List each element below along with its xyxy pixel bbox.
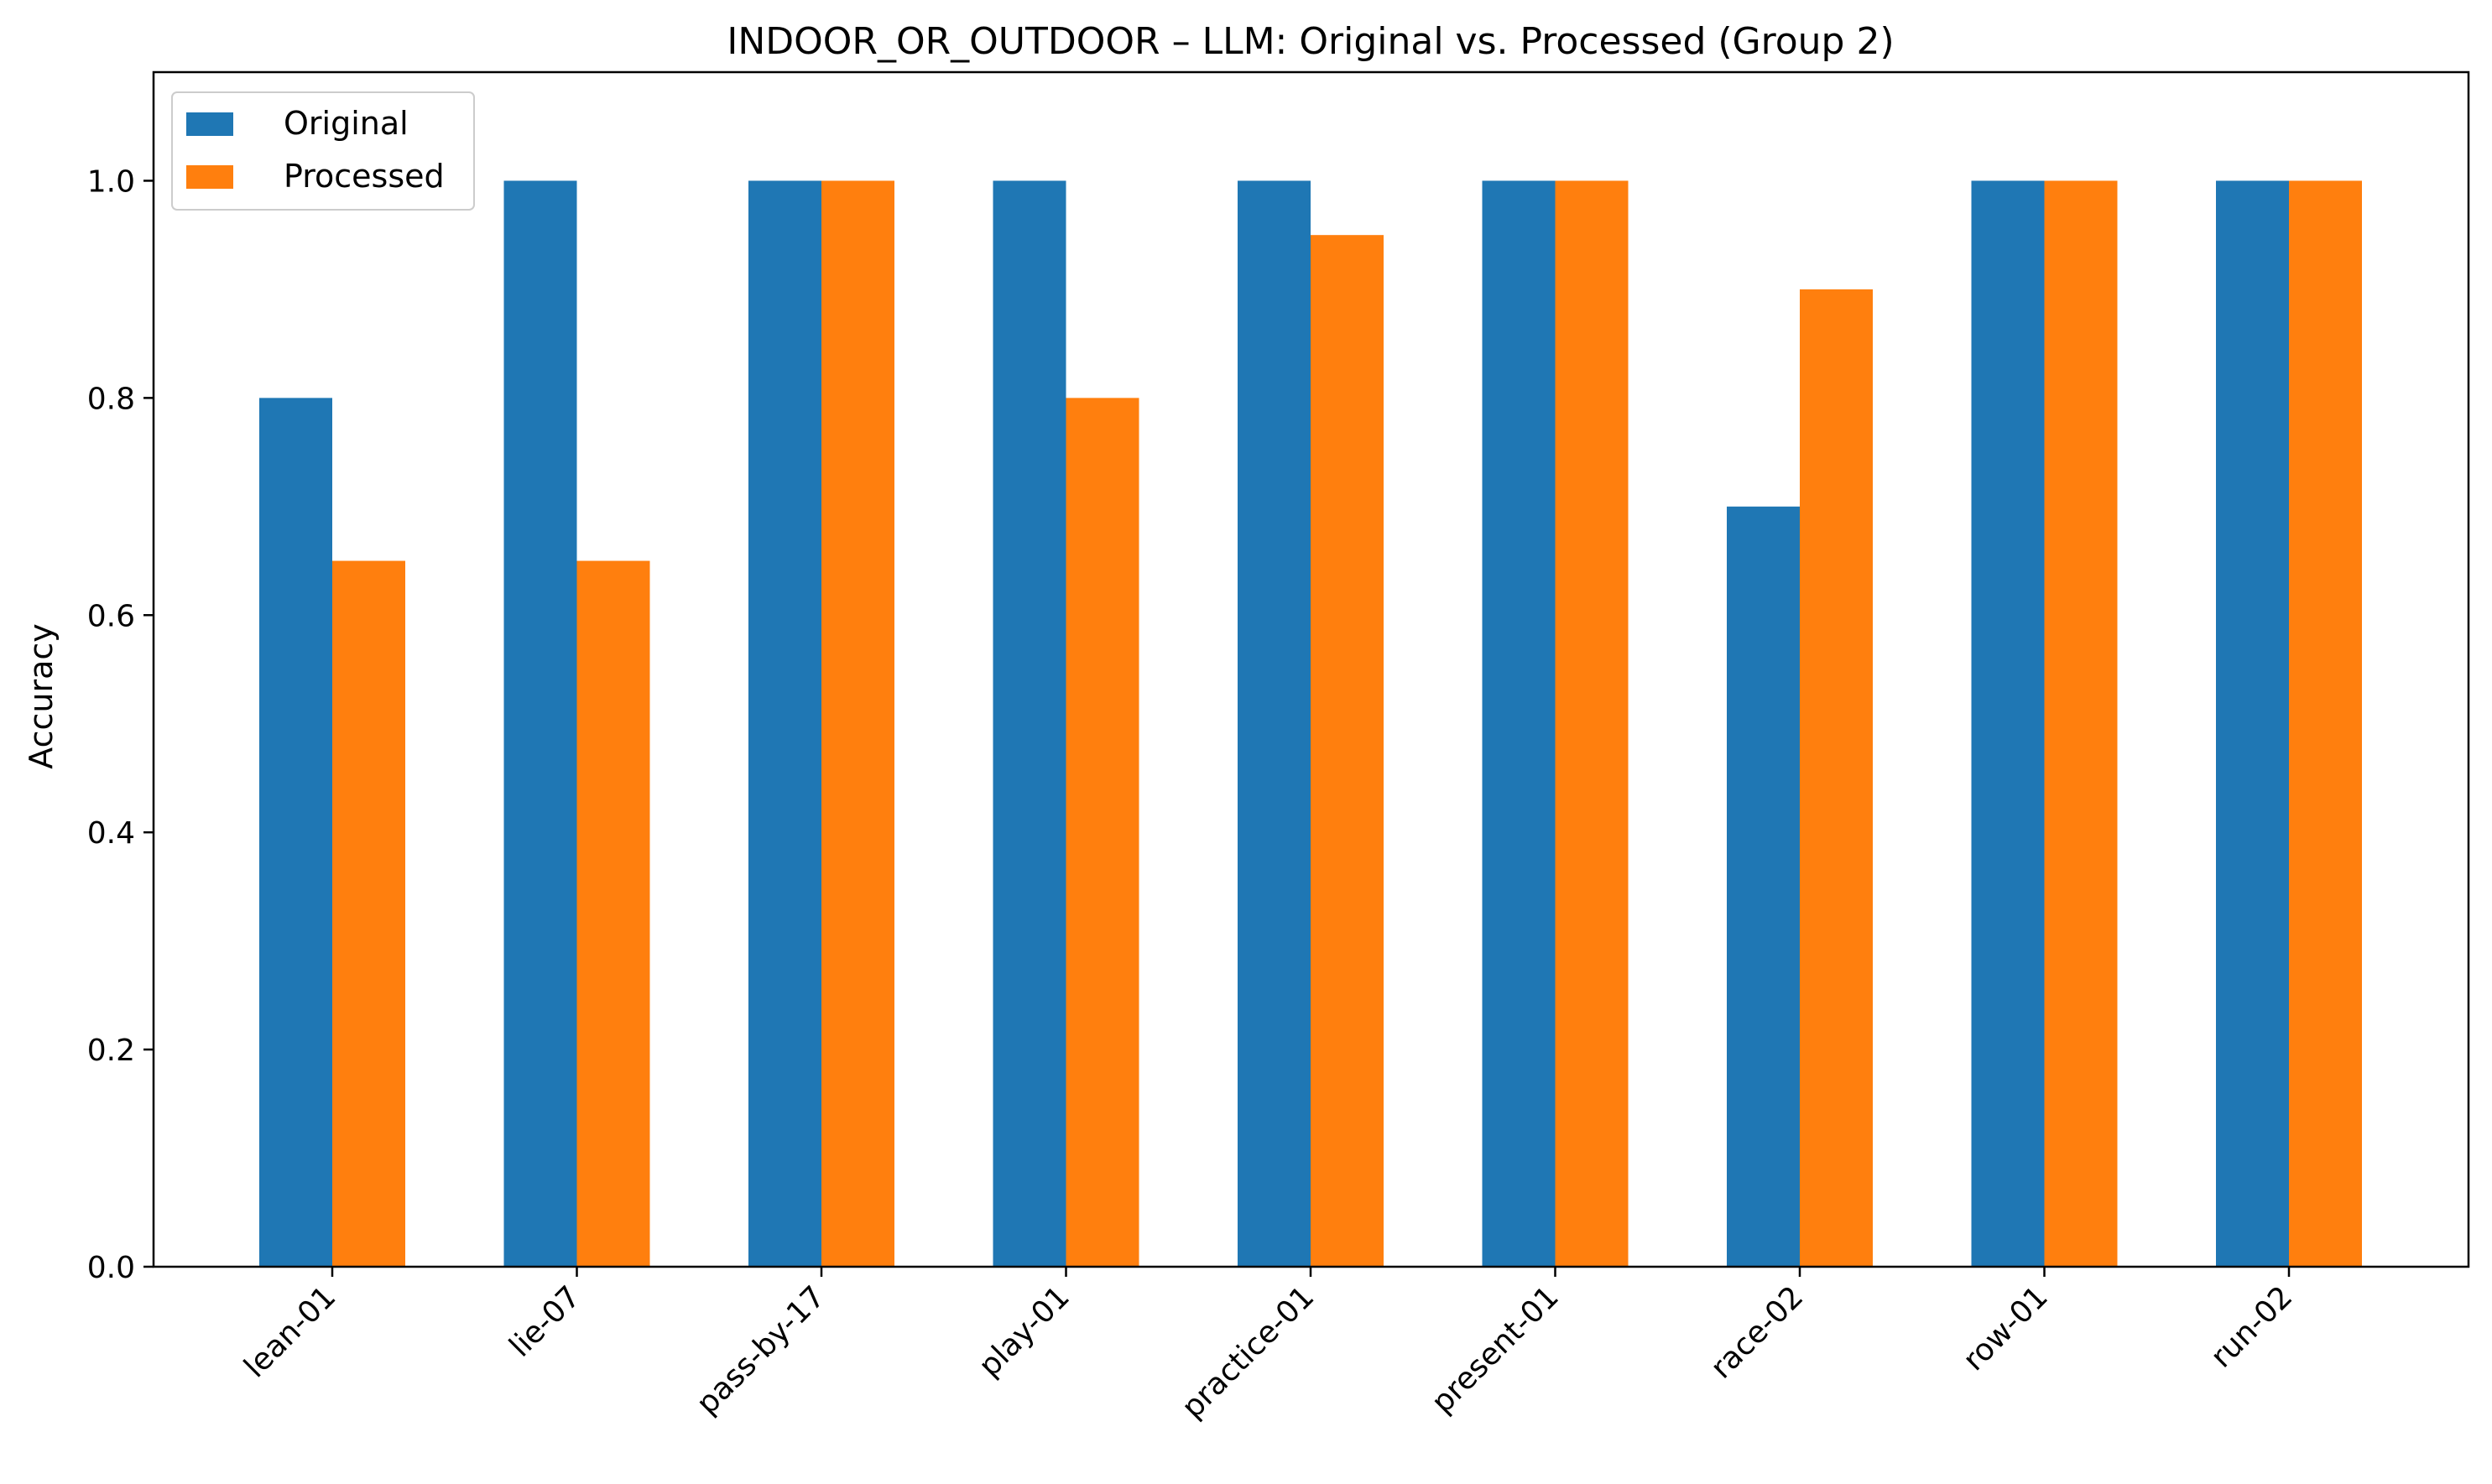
legend-frame [171,91,475,211]
bar-original-pass-by-17 [748,180,821,1268]
bar-processed-row-01 [2044,180,2118,1268]
y-tick-label: 0.8 [87,382,135,416]
bar-processed-run-02 [2289,180,2362,1268]
bar-processed-play-01 [1066,398,1139,1267]
bar-original-lie-07 [503,180,577,1268]
bar-processed-practice-01 [1311,235,1384,1268]
bar-processed-lean-01 [332,560,405,1267]
y-tick-label: 0.2 [87,1034,135,1068]
legend-label-original: Original [284,105,409,142]
bar-original-present-01 [1482,180,1556,1268]
bar-original-lean-01 [259,398,332,1267]
bar-original-row-01 [1971,180,2045,1268]
legend-swatch-original [186,112,233,136]
y-tick-label: 0.4 [87,816,135,851]
bar-processed-pass-by-17 [821,180,894,1268]
bars-layer [259,180,2362,1268]
bar-original-practice-01 [1238,180,1311,1268]
bar-processed-lie-07 [576,560,650,1267]
y-ticks: 0.0 0.2 0.4 0.6 0.8 1.0 [87,164,154,1285]
chart-title: INDOOR_OR_OUTDOOR – LLM: Original vs. Pr… [727,20,1894,63]
legend-label-processed: Processed [284,158,445,195]
bar-original-race-02 [1727,506,1800,1267]
y-axis-label: Accuracy [23,623,60,769]
y-tick-label: 1.0 [87,164,135,199]
y-tick-label: 0.0 [87,1251,135,1285]
legend: Original Processed [171,91,475,211]
bar-processed-present-01 [1555,180,1629,1268]
bar-original-run-02 [2216,180,2289,1268]
legend-swatch-processed [186,165,233,189]
bar-processed-race-02 [1800,289,1873,1267]
bar-original-play-01 [993,180,1066,1268]
y-tick-label: 0.6 [87,599,135,633]
